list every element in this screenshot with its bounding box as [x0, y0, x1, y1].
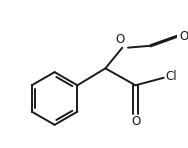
Text: O: O	[116, 33, 125, 46]
Text: O: O	[131, 115, 140, 128]
Text: Cl: Cl	[166, 70, 177, 83]
Text: O: O	[180, 30, 188, 43]
